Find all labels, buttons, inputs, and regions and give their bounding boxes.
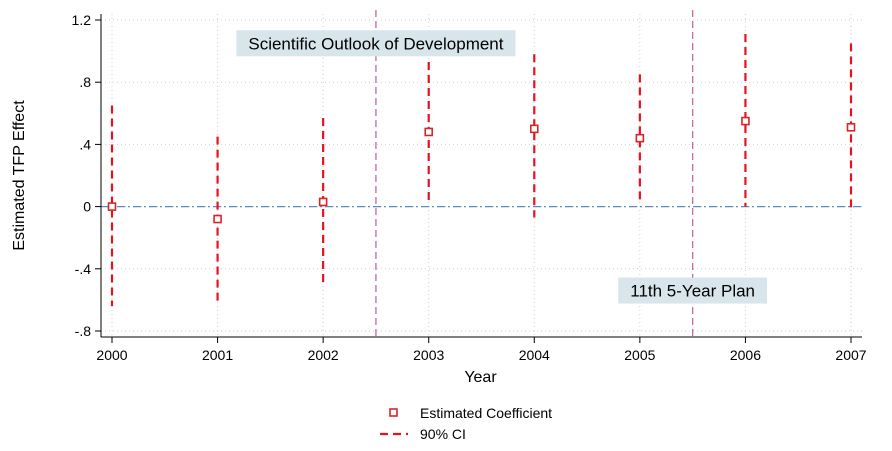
x-axis-title: Year [464,369,497,386]
x-tick-label: 2002 [308,347,339,363]
coefficient-series [107,116,856,224]
x-tick-label: 2001 [202,347,233,363]
y-tick-label: 1.2 [72,12,92,28]
coefficient-point-2006 [741,116,750,126]
annotation-box: Scientific Outlook of Development [236,30,516,57]
x-tick-label: 2006 [730,347,761,363]
axes: -.8 -.4 0 .4 .8 1.2 2000 2001 2002 2003 2004 2005 20… [72,12,867,363]
y-tick-label: -.4 [75,261,92,277]
reference-lines [101,10,862,337]
x-tick-label: 2005 [624,347,655,363]
coefficient-point-2004 [529,124,539,134]
y-axis-title: Estimated TFP Effect [11,100,28,251]
legend-label-coefficient: Estimated Coefficient [420,405,552,421]
x-tick-label: 2003 [413,347,444,363]
coefficient-point-2000 [107,202,117,211]
coefficient-point-2003 [424,127,434,137]
annotation-background [236,30,516,57]
x-tick-label: 2000 [96,347,127,363]
annotations: Scientific Outlook of Development 11th 5-… [236,30,768,304]
annotation-label: Scientific Outlook of Development [248,34,503,53]
legend-square-marker [389,408,398,417]
x-tick-label: 2007 [835,347,866,363]
coefficient-point-2005 [635,133,645,143]
annotation-label: 11th 5-Year Plan [630,282,755,301]
y-tick-label: .8 [79,74,91,90]
y-tick-label: -.8 [75,323,92,339]
legend-label-ci: 90% CI [420,426,466,442]
annotation-background [618,277,768,304]
annotation-box: 11th 5-Year Plan [618,277,768,304]
legend: Estimated Coefficient 90% CI [380,405,552,442]
x-tick-label: 2004 [519,347,550,363]
coefficient-point-2002 [318,197,328,207]
coefficient-point-2001 [213,214,222,224]
coefficient-point-2007 [846,122,856,132]
y-tick-label: 0 [83,199,91,215]
y-tick-label: .4 [79,136,91,152]
